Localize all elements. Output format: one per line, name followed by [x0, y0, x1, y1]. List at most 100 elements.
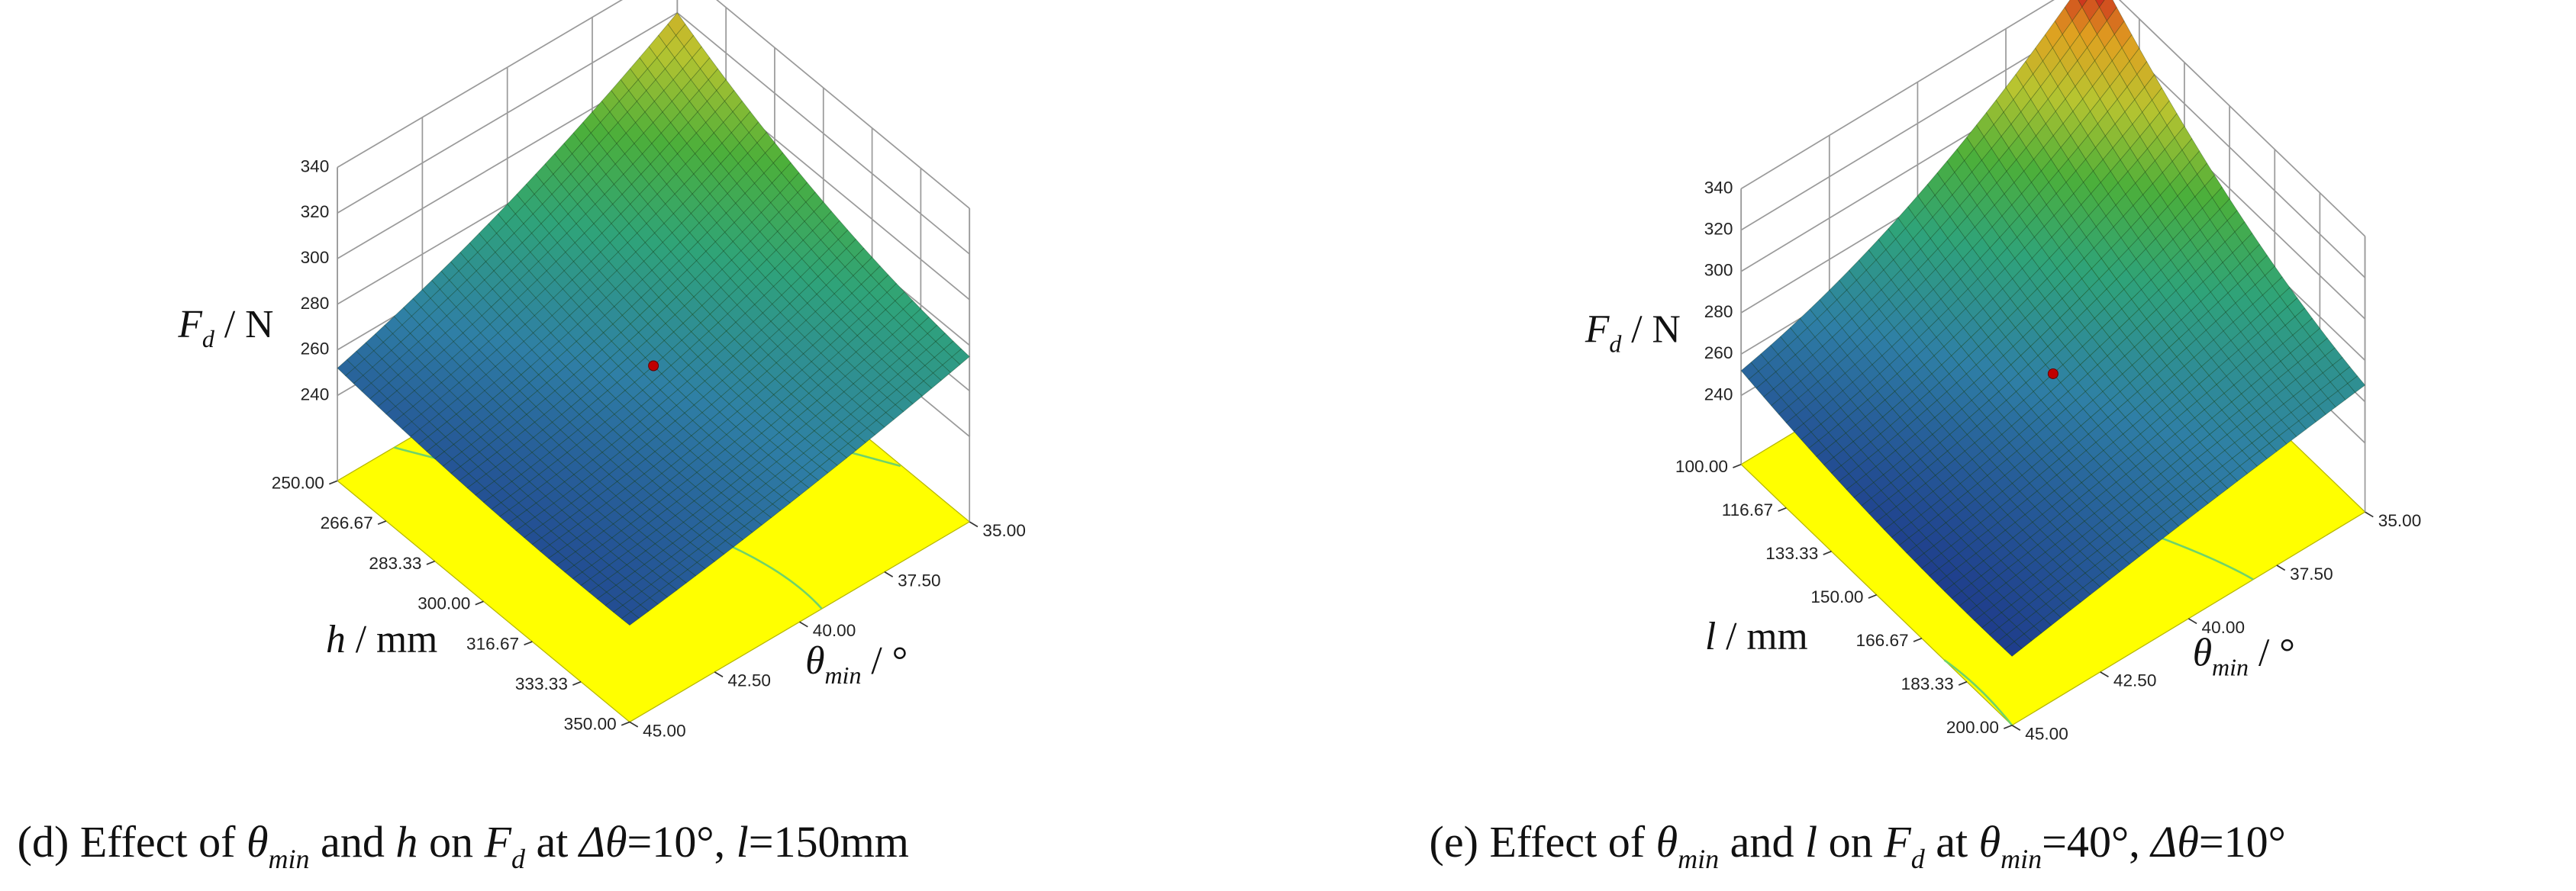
caption-part: =40°,	[2042, 817, 2151, 867]
caption-part: θ	[1656, 817, 1678, 867]
z-axis-label: Fd / N	[1585, 307, 1681, 358]
y-tick-mark	[1778, 507, 1787, 512]
x-tick-mark	[714, 671, 724, 678]
y-axis-label-part: h	[326, 618, 346, 661]
z-axis-label-part: d	[1609, 330, 1622, 358]
x-tick-label: 42.50	[727, 671, 771, 690]
y-tick-label: 150.00	[1810, 587, 1863, 606]
z-axis-label: Fd / N	[177, 303, 273, 353]
surface-cell	[621, 611, 640, 626]
surface-cell	[2004, 641, 2023, 657]
y-axis-label-part: l	[1705, 615, 1716, 658]
z-tick-label: 300	[301, 248, 330, 267]
caption-part: θ	[247, 817, 269, 867]
z-tick-label: 240	[1704, 384, 1733, 404]
y-axis-label-part: / mm	[346, 618, 437, 661]
x-tick-mark	[799, 621, 808, 628]
z-tick-label: 340	[301, 156, 330, 175]
z-axis-label-part: / N	[1621, 307, 1680, 351]
y-tick-label: 116.67	[1722, 500, 1773, 519]
caption-part: min	[1678, 844, 1719, 874]
y-tick-mark	[1733, 463, 1742, 468]
caption-part: (e) Effect of	[1429, 817, 1656, 867]
y-tick-label: 183.33	[1901, 674, 1954, 693]
z-tick-label: 260	[1704, 343, 1733, 362]
y-tick-label: 350.00	[564, 715, 617, 734]
y-tick-label: 300.00	[418, 594, 470, 613]
caption-part: Δθ	[578, 817, 627, 867]
y-axis-label: l / mm	[1705, 615, 1808, 658]
y-tick-label: 316.67	[466, 634, 519, 653]
y-tick-mark	[2004, 724, 2013, 729]
x-tick-label: 37.50	[898, 571, 941, 590]
caption-part: and	[310, 817, 396, 867]
y-tick-mark	[426, 560, 435, 565]
design-point	[648, 360, 659, 372]
y-tick-label: 100.00	[1675, 457, 1728, 476]
y-tick-mark	[475, 600, 484, 606]
caption-part: on	[418, 817, 484, 867]
x-axis-label-part: / °	[2249, 631, 2295, 674]
z-tick-label: 320	[301, 202, 330, 221]
y-tick-label: 266.67	[321, 513, 373, 532]
y-tick-mark	[1958, 680, 1968, 686]
x-tick-mark	[969, 521, 978, 528]
y-tick-mark	[328, 480, 338, 485]
x-axis-label: θmin / °	[805, 639, 908, 690]
y-tick-label: 250.00	[272, 474, 324, 493]
surface-mesh	[337, 12, 970, 626]
y-axis-label: h / mm	[326, 618, 437, 661]
caption-part: θ	[1979, 817, 2001, 867]
x-tick-label: 35.00	[982, 521, 1026, 540]
y-tick-mark	[524, 641, 533, 646]
caption-part: (d) Effect of	[18, 817, 247, 867]
x-tick-mark	[884, 571, 894, 577]
x-tick-mark	[2011, 725, 2021, 731]
y-tick-label: 166.67	[1856, 631, 1909, 650]
caption-part: l	[1805, 817, 1817, 867]
surface-chart: 240 260 280 300 320 340 35.00 37.50 40.00 42.50 45…	[18, 0, 1026, 874]
caption: (d) Effect of θmin and h on Fd at Δθ=10°…	[18, 817, 909, 874]
z-axis-label-part: d	[202, 326, 215, 353]
contour-line	[1943, 659, 2013, 726]
y-tick-label: 133.33	[1765, 544, 1818, 563]
caption-part: h	[395, 817, 418, 867]
x-tick-label: 37.50	[2290, 565, 2333, 584]
caption-part: d	[511, 844, 526, 874]
x-tick-label: 45.00	[2025, 725, 2068, 744]
y-tick-mark	[572, 680, 582, 686]
caption-part: at	[525, 817, 579, 867]
z-tick-label: 300	[1704, 261, 1733, 280]
y-tick-mark	[377, 520, 387, 526]
y-tick-mark	[1868, 593, 1877, 599]
z-tick-label: 260	[301, 339, 330, 359]
x-tick-label: 42.50	[2113, 671, 2157, 690]
surface-mesh	[1740, 0, 2366, 657]
z-axis-label-part: / N	[214, 303, 273, 346]
z-tick-label: 340	[1704, 178, 1733, 197]
z-tick-label: 240	[301, 384, 330, 404]
x-tick-label: 45.00	[643, 721, 686, 740]
y-tick-mark	[1823, 550, 1832, 555]
z-tick-label: 280	[301, 294, 330, 313]
x-tick-label: 35.00	[2378, 511, 2422, 530]
caption-part: l	[737, 817, 749, 867]
x-axis-label-part: min	[824, 662, 861, 690]
x-tick-mark	[2365, 511, 2374, 518]
caption-part: on	[1817, 817, 1884, 867]
x-axis-label-part: / °	[861, 639, 908, 683]
y-tick-mark	[1913, 637, 1923, 642]
x-tick-mark	[629, 721, 639, 728]
surface-chart: 240 260 280 300 320 340 35.00 37.50 40.00 42.50 45…	[1429, 0, 2421, 874]
caption-part: min	[269, 844, 310, 874]
y-tick-label: 333.33	[515, 674, 568, 693]
x-tick-mark	[2100, 671, 2109, 678]
z-axis-label-part: F	[177, 303, 202, 346]
y-tick-label: 283.33	[369, 554, 421, 573]
caption-part: Δθ	[2149, 817, 2199, 867]
y-axis-label-part: / mm	[1716, 615, 1807, 658]
x-tick-label: 40.00	[813, 621, 856, 640]
z-tick-label: 280	[1704, 302, 1733, 321]
caption-part: =150mm	[749, 817, 909, 867]
